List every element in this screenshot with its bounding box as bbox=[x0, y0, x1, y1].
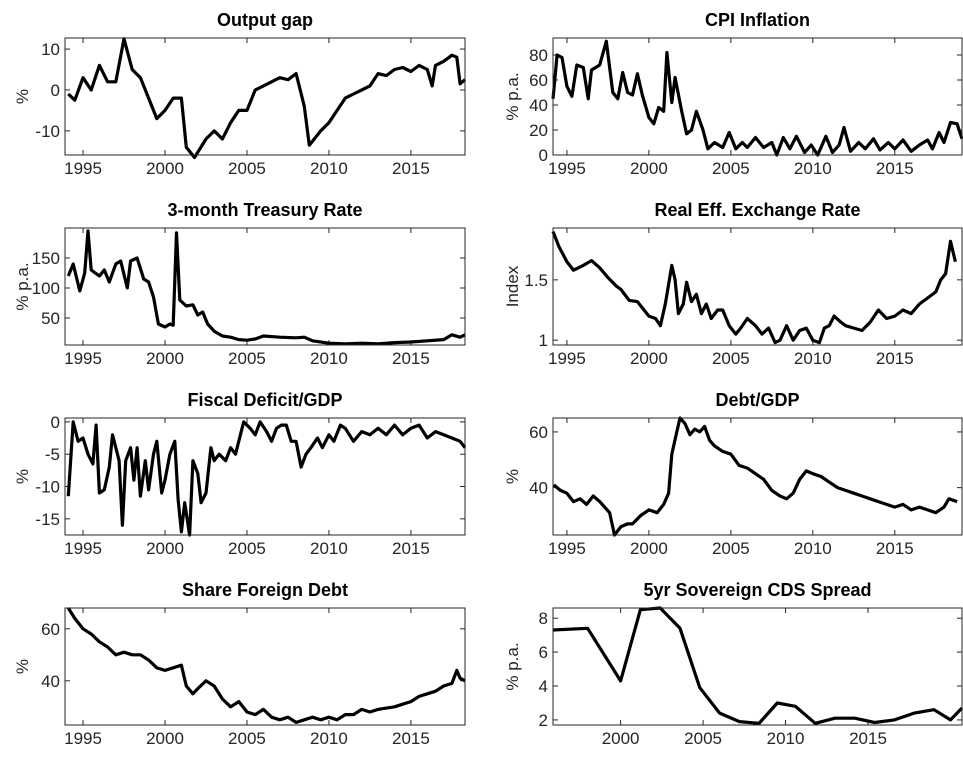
y-tick-label: 6 bbox=[539, 643, 548, 662]
y-tick-label: 60 bbox=[529, 71, 548, 90]
x-tick-label: 2000 bbox=[146, 159, 184, 178]
x-tick-label: 2010 bbox=[794, 349, 832, 368]
y-axis-label: % bbox=[13, 469, 32, 484]
x-tick-label: 2015 bbox=[876, 539, 914, 558]
x-tick-label: 2000 bbox=[146, 539, 184, 558]
x-tick-label: 2010 bbox=[310, 539, 348, 558]
x-tick-label: 1995 bbox=[548, 159, 586, 178]
axes-box bbox=[552, 607, 963, 726]
x-tick-label: 2010 bbox=[767, 729, 805, 748]
y-tick-label: 100 bbox=[32, 279, 60, 298]
x-tick-label: 1995 bbox=[548, 539, 586, 558]
y-tick-label: 40 bbox=[529, 96, 548, 115]
x-tick-label: 2000 bbox=[146, 349, 184, 368]
y-tick-label: 40 bbox=[41, 672, 60, 691]
y-tick-label: 20 bbox=[529, 121, 548, 140]
y-tick-label: 0 bbox=[51, 81, 60, 100]
y-tick-label: -10 bbox=[35, 122, 60, 141]
y-tick-label: -15 bbox=[35, 510, 60, 529]
x-tick-label: 2005 bbox=[684, 729, 722, 748]
y-tick-label: 1 bbox=[539, 331, 548, 350]
x-tick-label: 2005 bbox=[228, 729, 266, 748]
y-tick-label: 40 bbox=[529, 479, 548, 498]
x-tick-label: 2000 bbox=[146, 729, 184, 748]
panel-title: CPI Inflation bbox=[705, 10, 810, 30]
axes-box bbox=[64, 417, 466, 536]
data-line bbox=[551, 39, 963, 157]
x-tick-label: 2010 bbox=[794, 539, 832, 558]
x-tick-label: 1995 bbox=[64, 539, 102, 558]
y-tick-label: 60 bbox=[529, 423, 548, 442]
axes-box bbox=[64, 607, 466, 726]
x-tick-label: 2015 bbox=[876, 349, 914, 368]
x-tick-label: 1995 bbox=[64, 729, 102, 748]
y-axis-label: Index bbox=[503, 265, 522, 307]
y-tick-label: 0 bbox=[51, 413, 60, 432]
y-tick-label: 80 bbox=[529, 46, 548, 65]
x-tick-label: 2015 bbox=[849, 729, 887, 748]
panel-title: Output gap bbox=[217, 10, 313, 30]
x-tick-label: 2005 bbox=[712, 159, 750, 178]
panel-title: 5yr Sovereign CDS Spread bbox=[643, 580, 871, 600]
y-tick-label: -10 bbox=[35, 478, 60, 497]
x-tick-label: 1995 bbox=[64, 349, 102, 368]
y-tick-label: 50 bbox=[41, 309, 60, 328]
x-tick-label: 2000 bbox=[630, 539, 668, 558]
x-tick-label: 2005 bbox=[228, 349, 266, 368]
y-axis-label: % p.a. bbox=[503, 642, 522, 690]
y-tick-label: 150 bbox=[32, 249, 60, 268]
y-axis-label: % bbox=[13, 89, 32, 104]
panel-title: 3-month Treasury Rate bbox=[167, 200, 362, 220]
data-line bbox=[66, 229, 466, 346]
x-tick-label: 2005 bbox=[228, 539, 266, 558]
data-line bbox=[66, 420, 467, 537]
panel-title: Debt/GDP bbox=[715, 390, 799, 410]
x-tick-label: 2005 bbox=[712, 349, 750, 368]
x-tick-label: 2015 bbox=[392, 349, 430, 368]
y-tick-label: 0 bbox=[539, 146, 548, 165]
data-line bbox=[552, 606, 963, 725]
axes-box bbox=[64, 227, 466, 346]
y-axis-label: % bbox=[503, 469, 522, 484]
y-tick-label: -5 bbox=[45, 445, 60, 464]
y-tick-label: 2 bbox=[539, 711, 548, 730]
x-tick-label: 2015 bbox=[392, 159, 430, 178]
y-tick-label: 1.5 bbox=[524, 271, 548, 290]
y-tick-label: 8 bbox=[539, 609, 548, 628]
axes-box bbox=[552, 37, 963, 156]
axes-box bbox=[64, 37, 466, 156]
panel-title: Fiscal Deficit/GDP bbox=[187, 390, 342, 410]
panel-title: Share Foreign Debt bbox=[182, 580, 348, 600]
x-tick-label: 2015 bbox=[876, 159, 914, 178]
y-axis-label: % p.a. bbox=[503, 72, 522, 120]
data-line bbox=[67, 37, 467, 160]
x-tick-label: 2015 bbox=[392, 539, 430, 558]
data-line bbox=[551, 231, 957, 345]
data-line bbox=[66, 607, 466, 724]
x-tick-label: 2000 bbox=[602, 729, 640, 748]
x-tick-label: 1995 bbox=[548, 349, 586, 368]
x-tick-label: 2010 bbox=[310, 729, 348, 748]
x-tick-label: 2000 bbox=[630, 159, 668, 178]
x-tick-label: 2005 bbox=[712, 539, 750, 558]
x-tick-label: 2015 bbox=[392, 729, 430, 748]
x-tick-label: 2010 bbox=[310, 159, 348, 178]
x-tick-label: 2010 bbox=[794, 159, 832, 178]
y-axis-label: % bbox=[13, 659, 32, 674]
axes-box bbox=[552, 417, 963, 536]
y-axis-label: % p.a. bbox=[13, 262, 32, 310]
y-tick-label: 4 bbox=[539, 677, 548, 696]
panel-title: Real Eff. Exchange Rate bbox=[654, 200, 860, 220]
x-tick-label: 2010 bbox=[310, 349, 348, 368]
y-tick-label: 60 bbox=[41, 620, 60, 639]
y-tick-label: 10 bbox=[41, 40, 60, 59]
axes-box bbox=[552, 227, 963, 346]
x-tick-label: 2000 bbox=[630, 349, 668, 368]
x-tick-label: 1995 bbox=[64, 159, 102, 178]
data-line bbox=[552, 416, 958, 537]
x-tick-label: 2005 bbox=[228, 159, 266, 178]
